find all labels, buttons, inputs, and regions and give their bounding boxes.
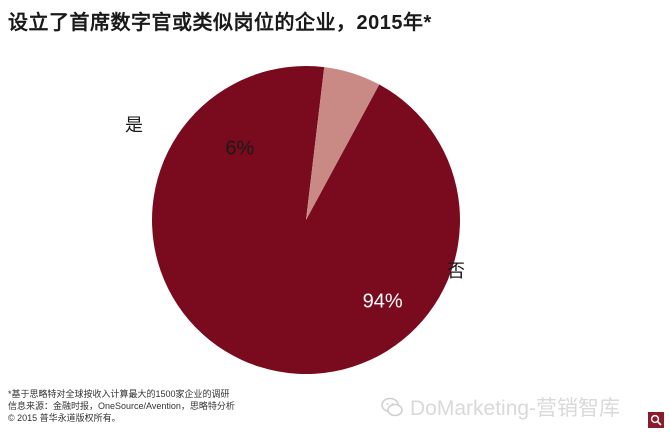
- footnote: *基于思略特对全球按收入计算最大的1500家企业的调研 信息来源：金融时报，On…: [8, 388, 308, 424]
- watermark: DoMarketing-营销智库: [380, 392, 620, 422]
- pie-slices: [152, 65, 460, 374]
- pie-labels: 94% 否 6% 是: [125, 115, 465, 313]
- pie-slice-yes: [306, 67, 380, 220]
- pie-slice-no: [152, 65, 460, 374]
- search-button[interactable]: [648, 412, 664, 428]
- footnote-line-2: 信息来源：金融时报，OneSource/Avention，思略特分析: [8, 401, 235, 411]
- search-icon: [650, 414, 662, 426]
- slice-value-label-yes: 6%: [225, 137, 254, 159]
- slice-category-label-yes: 是: [125, 115, 143, 136]
- footnote-line-1: *基于思略特对全球按收入计算最大的1500家企业的调研: [8, 389, 230, 399]
- watermark-text: DoMarketing-营销智库: [410, 397, 621, 420]
- slice-category-label-no: 否: [447, 261, 465, 282]
- footnote-line-3: © 2015 普华永道版权所有。: [8, 413, 121, 423]
- slice-value-label-no: 94%: [363, 291, 403, 313]
- wechat-logo-icon: [381, 397, 403, 417]
- chart-title: 设立了首席数字官或类似岗位的企业，2015年*: [8, 12, 432, 34]
